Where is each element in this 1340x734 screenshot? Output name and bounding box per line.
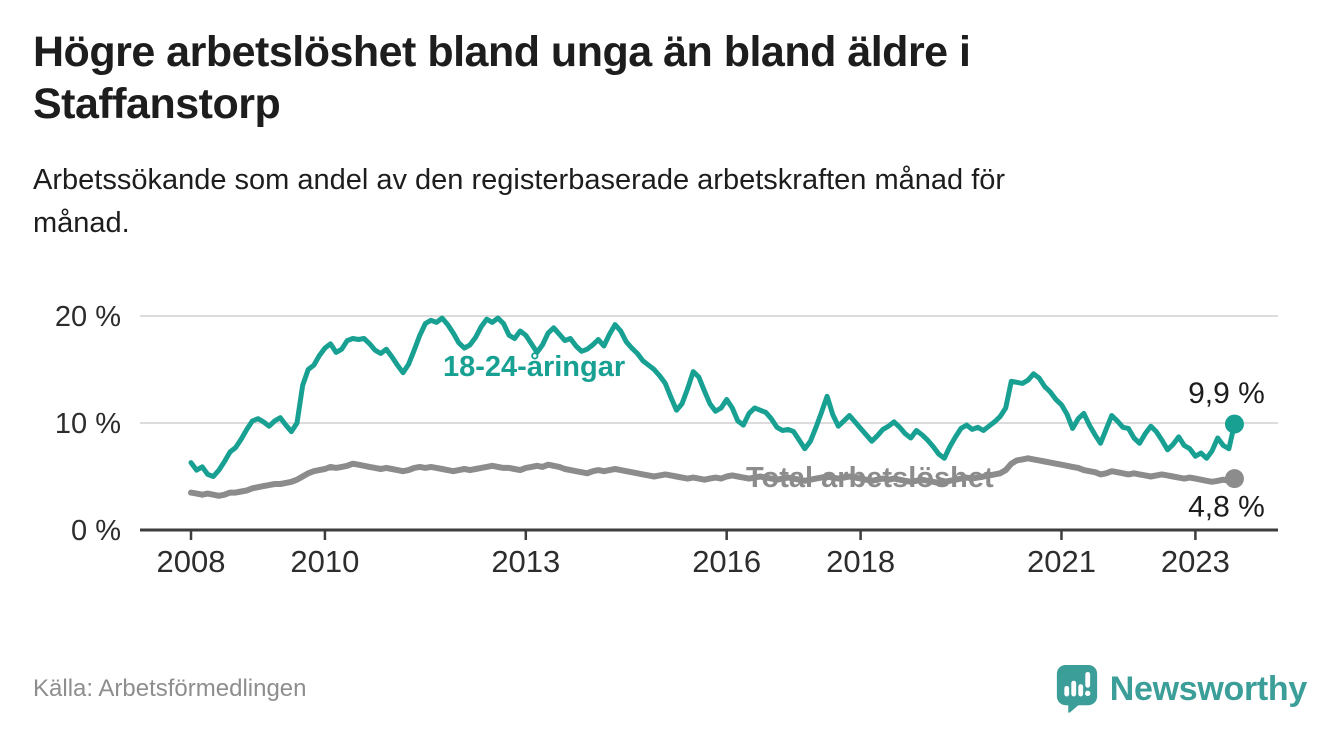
series-label: 18-24-åringar xyxy=(443,351,625,383)
x-tick-label: 2010 xyxy=(290,544,359,579)
series-label: Total arbetslöshet xyxy=(746,462,994,494)
x-tick-label: 2023 xyxy=(1161,544,1230,579)
header: Högre arbetslöshet bland unga än bland ä… xyxy=(33,26,1310,245)
y-tick-label: 0 % xyxy=(71,515,121,547)
x-tick-label: 2013 xyxy=(491,544,560,579)
y-tick-label: 20 % xyxy=(55,301,121,333)
chart-area: 0 % 10 % 20 % 2008 2010 2013 2016 2018 2021 2023 T… xyxy=(0,280,1340,615)
unemployment-line-chart: 0 % 10 % 20 % 2008 2010 2013 2016 2018 2021 2023 T… xyxy=(55,301,1278,579)
series-end-dot xyxy=(1224,414,1244,434)
end-value-label: 4,8 % xyxy=(1188,491,1265,524)
series-line-total xyxy=(188,455,1238,499)
x-tick-label: 2021 xyxy=(1027,544,1096,579)
x-tick-label: 2016 xyxy=(692,544,761,579)
newsworthy-speech-bubble-bar-chart-icon xyxy=(1056,664,1097,713)
x-tick-label: 2008 xyxy=(157,544,226,579)
page-subtitle: Arbetssökande som andel av den registerb… xyxy=(33,163,1006,239)
y-tick-label: 10 % xyxy=(55,408,121,440)
series-line-youth xyxy=(188,315,1237,479)
x-tick-label: 2018 xyxy=(826,544,895,579)
source-credit: Källa: Arbetsförmedlingen xyxy=(33,675,307,702)
page-title: Högre arbetslöshet bland unga än bland ä… xyxy=(33,28,971,129)
footer: Källa: Arbetsförmedlingen Newsworthy xyxy=(33,664,1307,714)
series-end-dot xyxy=(1224,469,1244,489)
newsworthy-brand: Newsworthy xyxy=(1056,664,1307,714)
brand-wordmark: Newsworthy xyxy=(1109,669,1308,708)
end-value-label: 9,9 % xyxy=(1188,377,1265,410)
